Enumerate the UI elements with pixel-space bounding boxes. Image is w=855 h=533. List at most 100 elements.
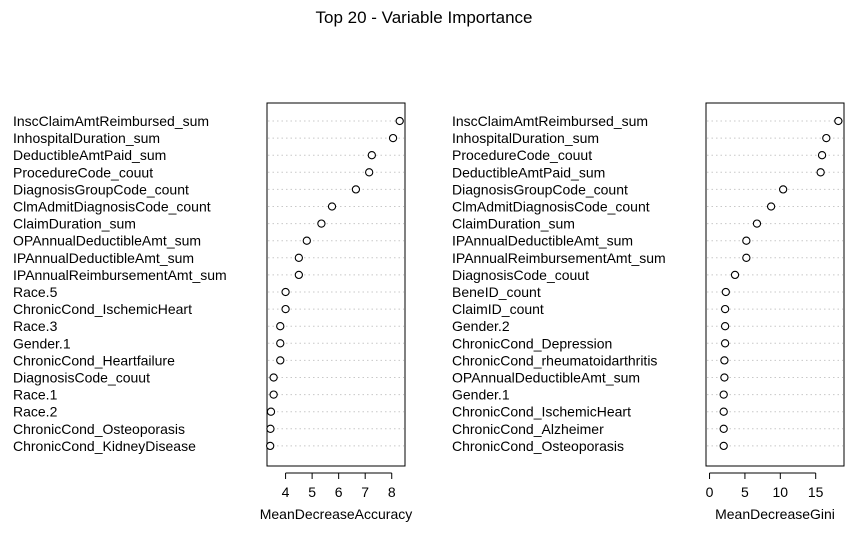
accuracy-point — [266, 407, 276, 416]
gini-point — [766, 202, 776, 211]
accuracy-point — [327, 202, 337, 211]
accuracy-point — [294, 253, 303, 262]
accuracy-panel: InscClaimAmtReimbursed_sumInhospitalDura… — [13, 102, 413, 522]
accuracy-variable-labels: InscClaimAmtReimbursed_sumInhospitalDura… — [13, 113, 227, 454]
gini-point — [720, 339, 730, 348]
gini-point — [720, 373, 729, 382]
chart-title: Top 20 - Variable Importance — [315, 8, 532, 27]
gini-point — [720, 322, 730, 331]
accuracy-point — [281, 287, 290, 297]
gini-variable-label: InscClaimAmtReimbursed_sum — [452, 113, 648, 129]
accuracy-variable-label: ChronicCond_Osteoporasis — [13, 421, 185, 437]
gini-x-axis: 0 5 10 15 — [706, 472, 824, 500]
gini-point — [719, 390, 728, 399]
gini-points — [719, 116, 843, 451]
accuracy-point — [395, 116, 404, 126]
gini-point — [822, 133, 831, 143]
gini-variable-label: IPAnnualReimbursementAmt_sum — [452, 250, 666, 266]
accuracy-x-tick-label: 8 — [388, 484, 396, 500]
gini-x-tick-label: 0 — [706, 484, 714, 500]
accuracy-variable-label: ChronicCond_IschemicHeart — [13, 301, 192, 317]
accuracy-variable-label: IPAnnualReimbursementAmt_sum — [13, 267, 227, 283]
accuracy-point — [276, 339, 285, 348]
gini-variable-label: InhospitalDuration_sum — [452, 130, 599, 146]
accuracy-variable-label: ClaimDuration_sum — [13, 216, 136, 232]
accuracy-variable-label: ChronicCond_KidneyDisease — [13, 438, 196, 454]
gini-point — [720, 356, 729, 365]
accuracy-variable-label: Race.5 — [13, 284, 58, 300]
gini-point — [720, 304, 730, 314]
gini-variable-label: ClaimID_count — [452, 301, 544, 317]
gini-point — [778, 185, 788, 194]
gini-x-axis-label: MeanDecreaseGini — [715, 506, 835, 522]
gini-variable-label: ProcedureCode_couut — [452, 147, 592, 163]
gini-point — [816, 168, 825, 177]
accuracy-variable-label: InscClaimAmtReimbursed_sum — [13, 113, 209, 129]
accuracy-guide-lines — [268, 120, 404, 447]
accuracy-point — [276, 356, 285, 365]
accuracy-variable-label: IPAnnualDeductibleAmt_sum — [13, 250, 194, 266]
gini-variable-label: DiagnosisCode_couut — [452, 267, 589, 283]
accuracy-point — [266, 441, 275, 451]
accuracy-point — [302, 236, 311, 245]
gini-point — [834, 116, 843, 126]
accuracy-point — [266, 424, 275, 433]
accuracy-x-axis: 4 5 6 7 8 — [282, 472, 396, 500]
gini-variable-label: Gender.2 — [452, 318, 510, 334]
gini-point — [721, 287, 730, 297]
gini-variable-label: ChronicCond_Depression — [452, 335, 612, 351]
gini-variable-label: ChronicCond_Alzheimer — [452, 421, 604, 437]
accuracy-variable-label: OPAnnualDeductibleAmt_sum — [13, 233, 201, 249]
accuracy-variable-label: InhospitalDuration_sum — [13, 130, 160, 146]
gini-variable-label: ClmAdmitDiagnosisCode_count — [452, 199, 650, 215]
accuracy-plot-frame — [266, 102, 406, 467]
accuracy-variable-label: DeductibleAmtPaid_sum — [13, 147, 166, 163]
gini-variable-label: OPAnnualDeductibleAmt_sum — [452, 370, 640, 386]
accuracy-variable-label: ProcedureCode_couut — [13, 164, 153, 180]
accuracy-point — [365, 168, 374, 177]
gini-variable-label: DeductibleAmtPaid_sum — [452, 164, 605, 180]
accuracy-point — [281, 304, 290, 314]
accuracy-point — [351, 185, 361, 194]
gini-point — [742, 236, 751, 245]
accuracy-point — [367, 151, 376, 160]
accuracy-variable-label: DiagnosisGroupCode_count — [13, 181, 189, 197]
gini-point — [719, 407, 728, 416]
gini-point — [730, 270, 740, 280]
accuracy-x-axis-label: MeanDecreaseAccuracy — [260, 506, 413, 522]
accuracy-point — [269, 373, 278, 382]
gini-variable-label: ClaimDuration_sum — [452, 216, 575, 232]
accuracy-point — [276, 322, 285, 331]
gini-panel: InscClaimAmtReimbursed_sumInhospitalDura… — [452, 102, 845, 522]
gini-x-tick-label: 5 — [741, 484, 749, 500]
accuracy-point — [388, 133, 398, 143]
accuracy-point — [317, 219, 326, 228]
gini-point — [752, 219, 762, 228]
gini-point — [742, 253, 751, 262]
gini-variable-label: Gender.1 — [452, 387, 510, 403]
accuracy-points — [266, 116, 404, 451]
gini-point — [719, 424, 728, 433]
accuracy-variable-label: Gender.1 — [13, 335, 71, 351]
gini-x-tick-label: 10 — [773, 484, 789, 500]
accuracy-x-tick-label: 6 — [335, 484, 343, 500]
accuracy-point — [294, 270, 303, 280]
accuracy-variable-label: Race.2 — [13, 404, 58, 420]
gini-plot-frame — [705, 102, 845, 467]
gini-variable-label: DiagnosisGroupCode_count — [452, 181, 628, 197]
accuracy-x-tick-label: 5 — [308, 484, 316, 500]
gini-point — [719, 441, 728, 451]
gini-variable-label: ChronicCond_Osteoporasis — [452, 438, 624, 454]
gini-variable-label: BeneID_count — [452, 284, 541, 300]
gini-variable-label: IPAnnualDeductibleAmt_sum — [452, 233, 633, 249]
gini-point — [817, 151, 827, 160]
accuracy-variable-label: DiagnosisCode_couut — [13, 370, 150, 386]
accuracy-variable-label: ChronicCond_Heartfailure — [13, 352, 175, 368]
gini-variable-labels: InscClaimAmtReimbursed_sumInhospitalDura… — [452, 113, 666, 454]
accuracy-variable-label: Race.3 — [13, 318, 58, 334]
gini-x-tick-label: 15 — [808, 484, 824, 500]
gini-variable-label: ChronicCond_rheumatoidarthritis — [452, 352, 657, 368]
accuracy-variable-label: Race.1 — [13, 387, 58, 403]
accuracy-x-tick-label: 7 — [361, 484, 369, 500]
accuracy-point — [269, 390, 278, 399]
